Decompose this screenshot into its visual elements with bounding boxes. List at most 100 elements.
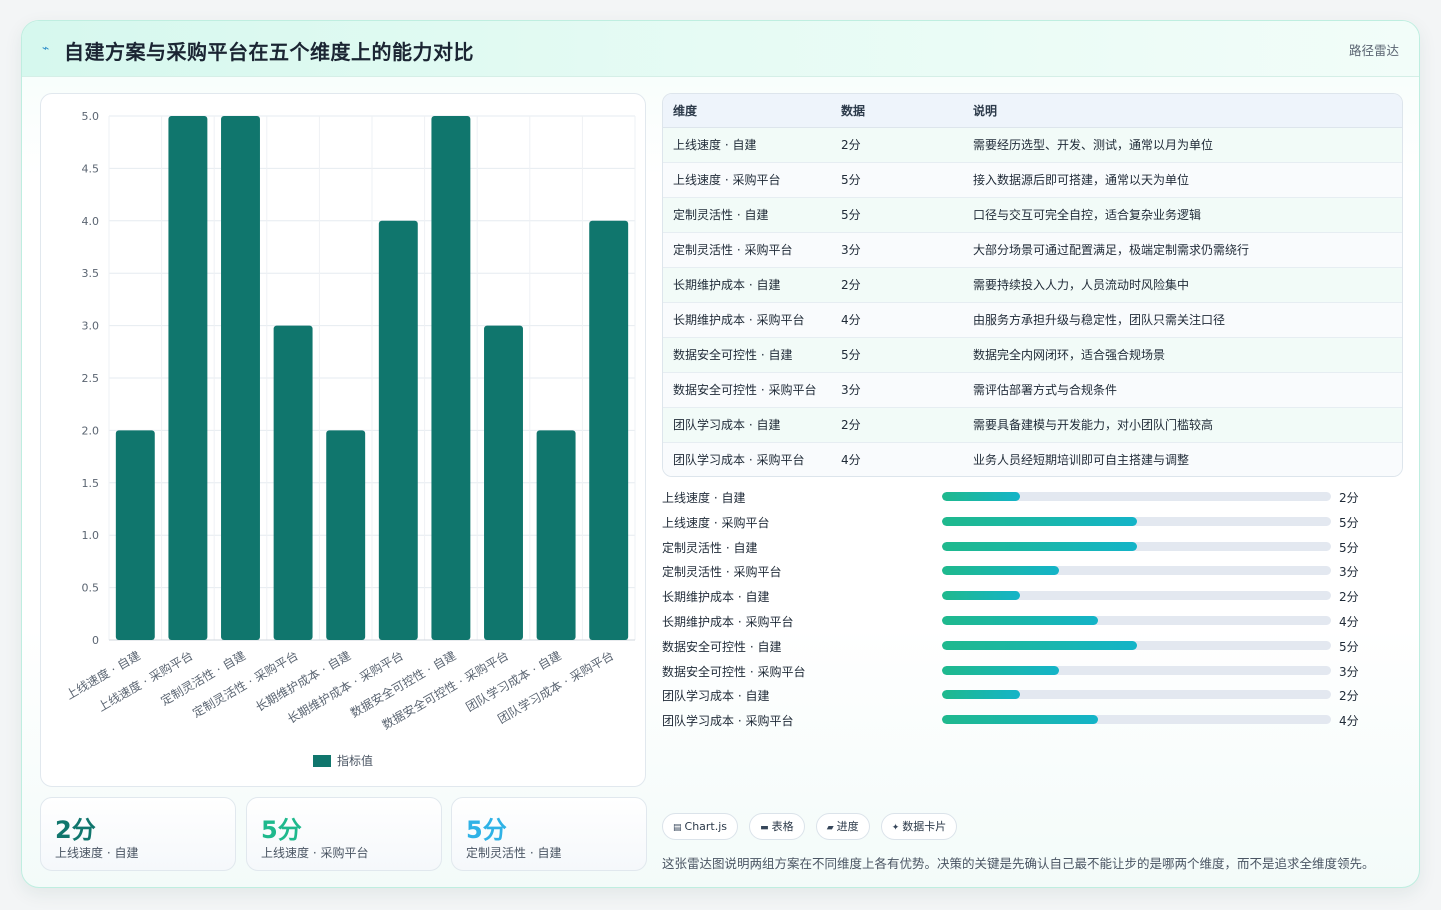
progress-value: 2分: [1339, 590, 1359, 605]
tag-progress[interactable]: ▰ 进度: [815, 813, 870, 840]
progress-fill: [942, 665, 1059, 675]
progress-value: 5分: [1339, 540, 1359, 555]
stat-value: 5分: [261, 816, 302, 844]
main-card: ⌁ 自建方案与采购平台在五个维度上的能力对比 路径雷达 0 0.5 1.0 1.5 2.…: [21, 20, 1420, 888]
legend-label: 指标值: [337, 754, 374, 768]
table-cell: 业务人员经短期培训即可自主搭建与调整: [973, 453, 1190, 468]
table-cell: 大部分场景可通过配置满足，极端定制需求仍需绕行: [973, 232, 1402, 268]
bar: [115, 430, 155, 640]
progress-label: 上线速度 · 采购平台: [662, 515, 770, 530]
progress-fill: [942, 715, 1098, 725]
y-tick-label: 0.5: [82, 582, 100, 595]
progress-label: 定制灵活性 · 采购平台: [662, 565, 782, 580]
y-tick-label: 4.5: [82, 162, 100, 175]
bar: [589, 220, 629, 641]
progress-value: 4分: [1339, 714, 1359, 729]
table-cell: 3分: [841, 372, 973, 408]
tag-label: 数据卡片: [902, 820, 947, 833]
table-cell: 数据安全可控性 · 采购平台: [663, 372, 841, 408]
y-tick-label: 0: [92, 634, 99, 647]
progress-row: 数据安全可控性 · 采购平台 3分: [662, 661, 1403, 686]
progress-label: 数据安全可控性 · 采购平台: [662, 664, 806, 679]
progress-track: [942, 591, 1331, 601]
progress-track: [942, 566, 1331, 576]
progress-row: 定制灵活性 · 采购平台 3分: [662, 561, 1403, 586]
summary-note: 这张雷达图说明两组方案在不同维度上各有优势。决策的关键是先确认自己最不能让步的是…: [662, 856, 1375, 871]
progress-label: 团队学习成本 · 自建: [662, 689, 770, 704]
progress-label: 团队学习成本 · 采购平台: [662, 714, 794, 729]
table-row: 长期维护成本 · 自建 2分 需要持续投入人力，人员流动时风险集中: [663, 267, 1402, 303]
column-header: 维度: [663, 94, 841, 128]
table-cell: 数据完全内网闭环，适合强合规场景: [973, 337, 1402, 373]
y-tick-label: 1.5: [82, 477, 100, 490]
progress-label: 长期维护成本 · 自建: [662, 590, 770, 605]
tech-tags: ▤ Chart.js ▬ 表格 ▰ 进度 ✦ 数据卡片: [662, 813, 963, 841]
stat-card: 5分 上线速度 · 采购平台: [246, 797, 442, 871]
bar: [484, 325, 523, 640]
chart-legend[interactable]: 指标值: [313, 750, 374, 768]
progress-fill: [942, 615, 1098, 625]
bar: [221, 116, 260, 640]
table-cell: 2分: [841, 407, 973, 443]
table-cell: 上线速度 · 采购平台: [663, 162, 841, 198]
table-icon: ▬: [760, 823, 769, 833]
y-tick-label: 1.0: [82, 529, 100, 542]
progress-row: 团队学习成本 · 采购平台 4分: [662, 710, 1403, 735]
bar: [431, 116, 471, 640]
bar: [168, 116, 208, 640]
stat-value: 5分: [466, 816, 507, 844]
legend-swatch: [313, 754, 331, 767]
progress-value: 4分: [1339, 614, 1359, 629]
table-row: 上线速度 · 自建 2分 需要经历选型、开发、测试，通常以月为单位: [663, 127, 1402, 163]
table-cell: 4分: [841, 453, 861, 468]
data-table: 维度 数据 说明 上线速度 · 自建 2分 需要经历选型、开发、测试，通常以月为单位…: [662, 93, 1403, 477]
progress-row: 定制灵活性 · 自建 5分: [662, 537, 1403, 562]
table-cell: 接入数据源后即可搭建，通常以天为单位: [973, 162, 1402, 198]
table-cell: 需评估部署方式与合规条件: [973, 372, 1402, 408]
table-cell: 数据安全可控性 · 自建: [663, 337, 841, 373]
table-cell: 定制灵活性 · 自建: [663, 197, 841, 233]
progress-row: 数据安全可控性 · 自建 5分: [662, 636, 1403, 661]
progress-list: 上线速度 · 自建 2分 上线速度 · 采购平台 5分 定制灵活性 · 自建 5分 定制灵活…: [662, 487, 1403, 735]
bar: [326, 430, 366, 640]
tag-label: 进度: [836, 820, 859, 833]
table-cell: 需要经历选型、开发、测试，通常以月为单位: [973, 127, 1402, 163]
table-cell: 5分: [841, 197, 973, 233]
progress-fill: [942, 690, 1020, 700]
header-tag: 路径雷达: [1348, 43, 1399, 58]
table-row: 上线速度 · 采购平台 5分 接入数据源后即可搭建，通常以天为单位: [663, 162, 1402, 198]
progress-row: 长期维护成本 · 采购平台 4分: [662, 611, 1403, 636]
table-cell: 由服务方承担升级与稳定性，团队只需关注口径: [973, 302, 1402, 338]
progress-track: [942, 690, 1331, 700]
line-chart-icon: ⌁: [42, 41, 50, 55]
column-header: 说明: [973, 94, 1402, 128]
table-cell: 上线速度 · 自建: [663, 127, 841, 163]
stat-caption: 定制灵活性 · 自建: [466, 846, 562, 860]
table-cell: 团队学习成本 · 自建: [663, 407, 841, 443]
progress-value: 3分: [1339, 565, 1359, 580]
table-cell: 团队学习成本 · 采购平台: [673, 453, 805, 468]
table-row: 团队学习成本 · 采购平台 4分 业务人员经短期培训即可自主搭建与调整: [663, 442, 1402, 476]
table-cell: 4分: [841, 302, 973, 338]
progress-fill: [942, 541, 1137, 551]
table-row: 数据安全可控性 · 采购平台 3分 需评估部署方式与合规条件: [663, 372, 1402, 408]
progress-row: 长期维护成本 · 自建 2分: [662, 586, 1403, 611]
progress-fill: [942, 566, 1059, 576]
table-row: 定制灵活性 · 采购平台 3分 大部分场景可通过配置满足，极端定制需求仍需绕行: [663, 232, 1402, 268]
table-cell: 2分: [841, 127, 973, 163]
table-cell: 5分: [841, 337, 973, 373]
tag-chartjs[interactable]: ▤ Chart.js: [662, 813, 739, 840]
table-cell: 定制灵活性 · 采购平台: [663, 232, 841, 268]
chart-icon: ▤: [673, 823, 682, 833]
progress-value: 2分: [1339, 689, 1359, 704]
progress-track: [942, 715, 1331, 725]
stat-card: 2分 上线速度 · 自建: [40, 797, 236, 871]
x-tick-label: 上线速度 · 采购平台: [95, 648, 196, 715]
progress-track: [942, 541, 1331, 551]
tag-table[interactable]: ▬ 表格: [749, 813, 805, 840]
bar-chart-panel: 0 0.5 1.0 1.5 2.0 2.5 3.0 3.5 4.0 4.5 5.0 上线速度 · 自建…: [40, 93, 646, 787]
tag-data-card[interactable]: ✦ 数据卡片: [880, 813, 958, 840]
progress-track: [942, 640, 1331, 650]
progress-track: [942, 492, 1331, 501]
progress-fill: [942, 516, 1137, 526]
